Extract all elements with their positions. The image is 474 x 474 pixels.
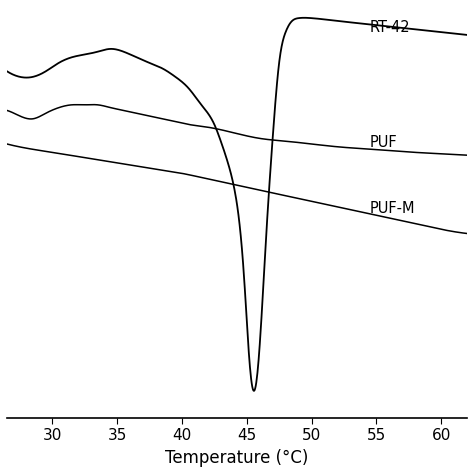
- X-axis label: Temperature (°C): Temperature (°C): [165, 449, 309, 467]
- Text: RT-42: RT-42: [370, 20, 410, 36]
- Text: PUF: PUF: [370, 135, 398, 150]
- Text: PUF-M: PUF-M: [370, 201, 415, 216]
